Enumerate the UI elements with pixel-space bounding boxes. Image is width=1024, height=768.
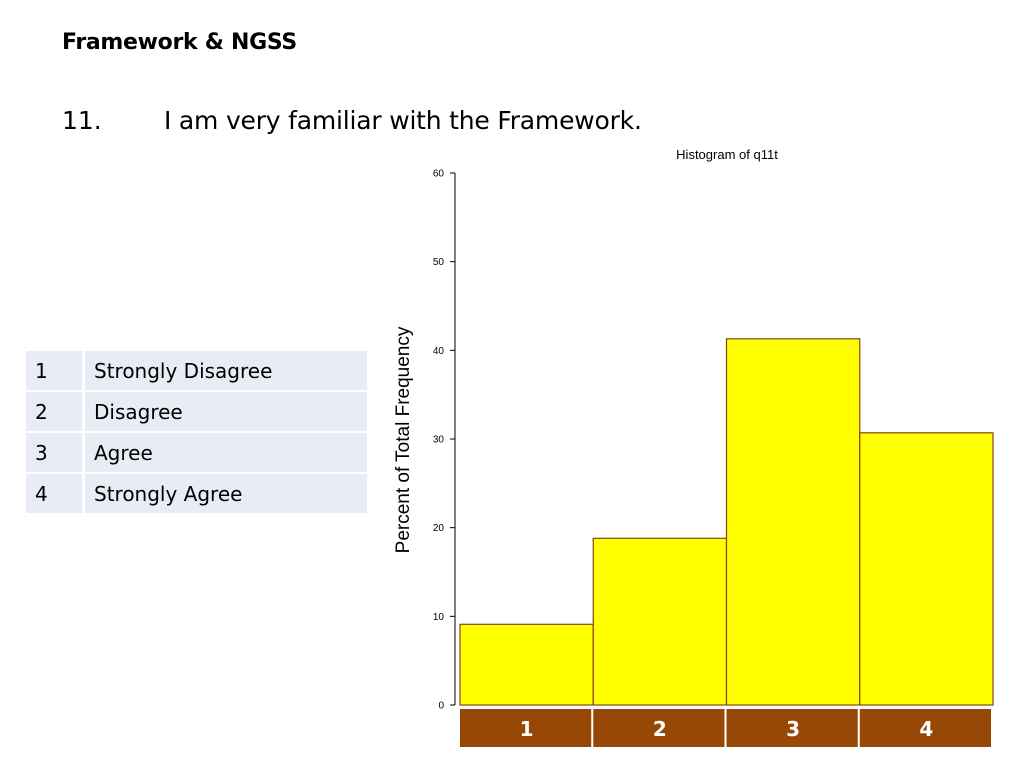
x-category-label: 2	[653, 717, 667, 741]
histogram-bar	[859, 432, 994, 706]
plot-area: 0 10 20 30 40 50 60 1 2 3 4	[433, 169, 994, 747]
legend-row: 1 Strongly Disagree	[26, 351, 367, 390]
slide-title: Framework & NGSS	[62, 30, 297, 55]
y-tick-label: 40	[433, 346, 445, 357]
legend-row: 3 Agree	[26, 433, 367, 472]
question-text: I am very familiar with the Framework.	[164, 106, 642, 135]
x-category-label: 1	[520, 717, 534, 741]
category-band-cell	[726, 709, 858, 747]
chart-title: Histogram of q11t	[676, 147, 778, 162]
y-tick-label: 30	[433, 435, 445, 446]
legend-label: Disagree	[85, 392, 367, 431]
histogram-chart: Histogram of q11t Percent of Total Frequ…	[393, 147, 994, 747]
y-tick-label: 50	[433, 257, 445, 268]
legend-label: Strongly Agree	[85, 474, 367, 513]
histogram-bar	[725, 338, 861, 706]
legend-row: 4 Strongly Agree	[26, 474, 367, 513]
question-number: 11.	[62, 106, 102, 135]
x-category-label: 4	[919, 717, 933, 741]
y-axis-title: Percent of Total Frequency	[393, 326, 414, 553]
x-category-label: 3	[786, 717, 800, 741]
legend-value: 1	[26, 351, 85, 390]
y-tick-label: 10	[433, 612, 445, 623]
category-band-cell	[460, 709, 592, 747]
scale-legend-table: 1 Strongly Disagree 2 Disagree 3 Agree 4…	[26, 349, 367, 515]
y-tick-label: 60	[433, 169, 445, 180]
legend-value: 3	[26, 433, 85, 472]
legend-label: Agree	[85, 433, 367, 472]
y-tick-label: 0	[438, 701, 444, 712]
category-band-cell	[593, 709, 725, 747]
legend-label: Strongly Disagree	[85, 351, 367, 390]
y-tick-label: 20	[433, 523, 445, 534]
legend-row: 2 Disagree	[26, 392, 367, 431]
category-band-cell	[859, 709, 991, 747]
legend-value: 2	[26, 392, 85, 431]
legend-value: 4	[26, 474, 85, 513]
histogram-bar	[459, 623, 594, 706]
histogram-bar	[592, 537, 728, 706]
